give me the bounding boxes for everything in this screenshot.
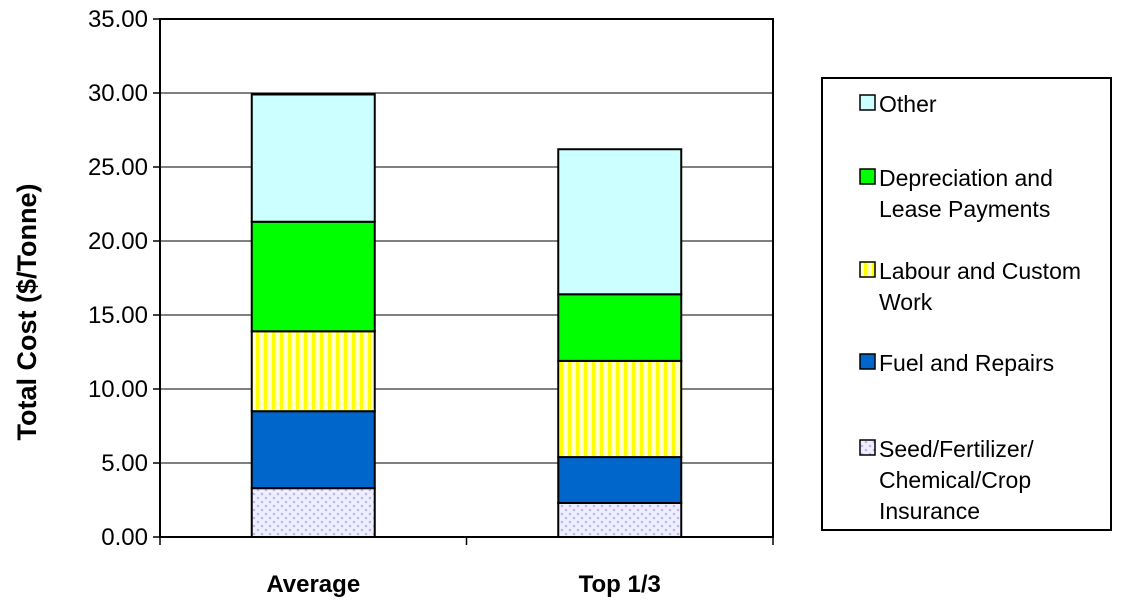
legend-label: Work	[879, 289, 933, 315]
legend-box	[821, 77, 1112, 531]
legend-label: Labour and Custom	[879, 258, 1081, 284]
y-tick-label: 0.00	[101, 524, 148, 551]
bar-segment	[250, 93, 376, 223]
y-axis-title: Total Cost ($/Tonne)	[12, 184, 42, 441]
legend-label: Fuel and Repairs	[879, 350, 1054, 376]
axes: 0.00 5.00 10.00 15.00 20.00 25.00 30.00 35.00 Av…	[88, 6, 774, 598]
y-tick-label: 25.00	[88, 154, 148, 181]
x-category-label: Top 1/3	[579, 571, 661, 598]
y-tick-label: 5.00	[101, 450, 148, 477]
bars	[250, 93, 683, 539]
bar-segment	[250, 330, 376, 413]
y-tick-label: 15.00	[88, 302, 148, 329]
legend-swatch	[859, 94, 876, 111]
bar-segment	[557, 359, 683, 459]
y-tick-label: 10.00	[88, 376, 148, 403]
bar-segment	[250, 220, 376, 333]
legend-label: Seed/Fertilizer/	[879, 436, 1034, 462]
bar-segment	[557, 148, 683, 296]
legend-swatch	[859, 261, 876, 278]
legend-swatch	[859, 168, 876, 185]
bar-segment	[557, 293, 683, 362]
legend: Other Depreciation and Lease Payments Labou…	[821, 77, 1112, 531]
y-tick-label: 30.00	[88, 80, 148, 107]
y-tick-label: 20.00	[88, 228, 148, 255]
bar-segment	[557, 456, 683, 504]
legend-label: Chemical/Crop	[879, 467, 1031, 493]
bar-segment	[250, 410, 376, 490]
legend-label: Lease Payments	[879, 196, 1050, 222]
bar-segment	[557, 501, 683, 538]
bar-segment	[250, 487, 376, 539]
legend-swatch	[859, 353, 876, 370]
x-category-label: Average	[266, 571, 360, 598]
legend-label: Other	[879, 91, 937, 117]
y-tick-label: 35.00	[88, 6, 148, 33]
legend-swatch	[859, 439, 876, 456]
legend-label: Depreciation and	[879, 165, 1053, 191]
legend-label: Insurance	[879, 498, 980, 524]
